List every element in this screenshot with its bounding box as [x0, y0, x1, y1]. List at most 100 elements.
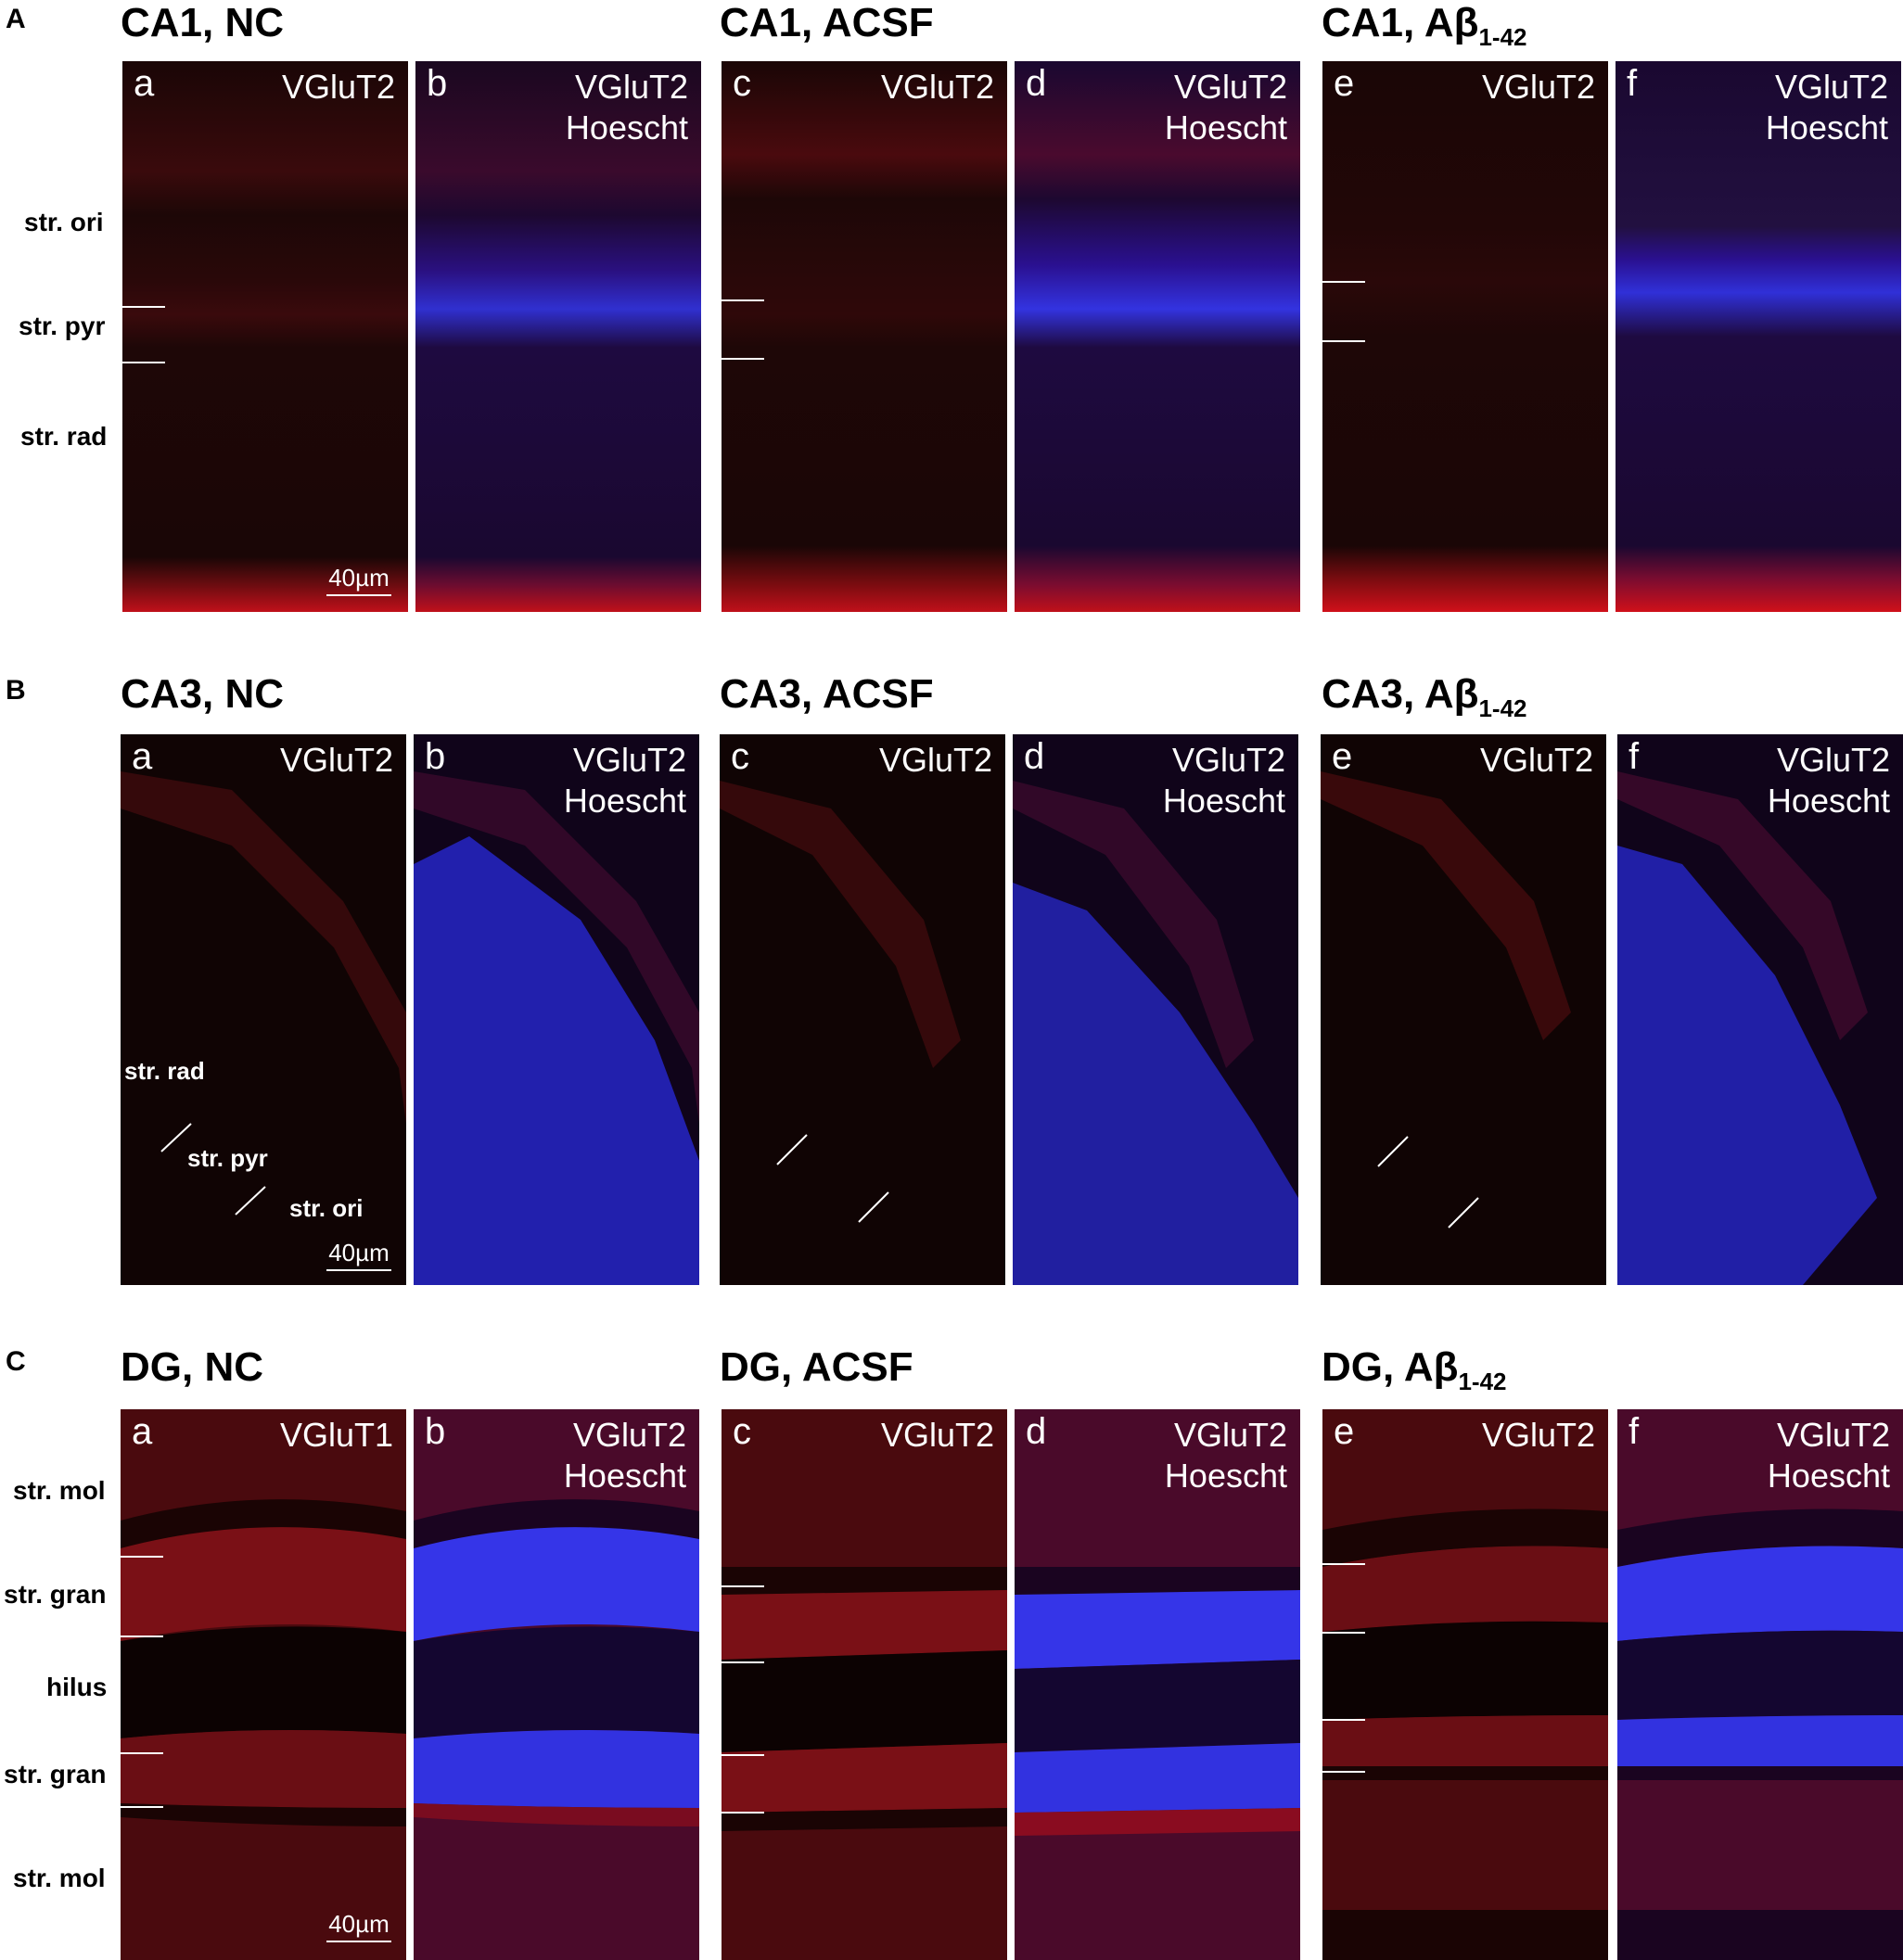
panel-channel: VGluT2 Hoescht — [1767, 1416, 1890, 1495]
zone-label-str-gran-bottom: str. gran — [4, 1760, 107, 1788]
micrograph-image — [1013, 734, 1298, 1285]
group-title-ca3-nc: CA3, NC — [121, 671, 285, 717]
boundary-ticks — [776, 1134, 889, 1223]
panel-letter: d — [1026, 63, 1047, 104]
scale-bar: 40µm — [326, 564, 391, 596]
boundary-tick — [1322, 1771, 1365, 1773]
panel-channel: VGluT2 — [878, 741, 992, 779]
section-letter-b: B — [6, 675, 26, 706]
group-title-ca1-abeta: CA1, Aβ1-42 — [1322, 0, 1527, 51]
panel-channel: VGluT2 — [279, 741, 393, 779]
boundary-tick — [722, 358, 764, 360]
zone-label-str-mol-bottom: str. mol — [13, 1864, 106, 1892]
zone-label-hilus: hilus — [46, 1673, 108, 1701]
section-letter-c: C — [6, 1346, 26, 1377]
panel-channel: VGluT1 — [279, 1416, 393, 1454]
boundary-tick — [1322, 281, 1365, 283]
panel-letter: d — [1026, 1411, 1047, 1452]
micrograph-image — [1617, 734, 1903, 1285]
boundary-tick — [121, 1752, 163, 1754]
micrograph-panel-b-e: e VGluT2 — [1321, 734, 1606, 1285]
boundary-tick — [121, 1635, 163, 1637]
boundary-tick — [1322, 340, 1365, 342]
micrograph-image — [1616, 61, 1901, 612]
micrograph-image — [121, 734, 406, 1285]
section-letter-a: A — [6, 4, 26, 34]
zone-label-str-rad: str. rad — [124, 1057, 205, 1085]
micrograph-image — [1321, 734, 1606, 1285]
micrograph-image — [1617, 1409, 1903, 1960]
micrograph-image — [414, 734, 699, 1285]
panel-letter: e — [1334, 63, 1355, 104]
micrograph-image — [121, 1409, 406, 1960]
micrograph-panel-c-c: c VGluT2 — [722, 1409, 1007, 1960]
micrograph-panel-a-b: b VGluT2 Hoescht — [415, 61, 701, 612]
panel-letter: c — [733, 63, 751, 104]
micrograph-panel-c-a: a VGluT1 40µm — [121, 1409, 406, 1960]
micrograph-panel-a-c: c VGluT2 — [722, 61, 1007, 612]
panel-letter: a — [134, 63, 155, 104]
group-title-dg-nc: DG, NC — [121, 1344, 263, 1390]
zone-label-str-ori: str. ori — [24, 208, 104, 236]
boundary-tick — [121, 1806, 163, 1808]
micrograph-panel-b-a: a VGluT2 str. rad str. pyr str. ori 40µm — [121, 734, 406, 1285]
micrograph-panel-c-e: e VGluT2 — [1322, 1409, 1608, 1960]
boundary-tick — [121, 1556, 163, 1558]
panel-letter: f — [1628, 1411, 1640, 1452]
panel-channel: VGluT2 Hoescht — [565, 68, 688, 146]
panel-channel: VGluT2 Hoescht — [1767, 741, 1890, 820]
zone-label-str-pyr: str. pyr — [187, 1144, 268, 1172]
boundary-tick — [1322, 1719, 1365, 1721]
panel-letter: a — [132, 1411, 153, 1452]
panel-channel: VGluT2 — [880, 68, 994, 106]
boundary-tick — [1322, 1563, 1365, 1565]
zone-label-str-rad: str. rad — [20, 422, 108, 451]
boundary-tick — [722, 1661, 764, 1663]
boundary-tick — [122, 306, 165, 308]
micrograph-image — [1015, 1409, 1300, 1960]
group-title-ca3-abeta: CA3, Aβ1-42 — [1322, 671, 1527, 722]
micrograph-image — [415, 61, 701, 612]
micrograph-image — [1322, 1409, 1608, 1960]
zone-label-str-mol-top: str. mol — [13, 1476, 106, 1505]
group-title-dg-acsf: DG, ACSF — [720, 1344, 913, 1390]
boundary-ticks — [1377, 1136, 1479, 1228]
panel-channel: VGluT2 Hoescht — [1162, 741, 1285, 820]
panel-channel: VGluT2 — [1479, 741, 1593, 779]
boundary-tick — [722, 1812, 764, 1814]
scale-bar: 40µm — [326, 1910, 391, 1942]
panel-letter: b — [427, 63, 448, 104]
panel-channel: VGluT2 Hoescht — [563, 1416, 686, 1495]
micrograph-panel-c-f: f VGluT2 Hoescht — [1617, 1409, 1903, 1960]
micrograph-image — [1322, 61, 1608, 612]
micrograph-panel-a-a: a VGluT2 40µm — [122, 61, 408, 612]
panel-channel: VGluT2 — [1481, 68, 1595, 106]
panel-letter: f — [1628, 736, 1640, 777]
micrograph-image — [722, 61, 1007, 612]
panel-channel: VGluT2 Hoescht — [1164, 68, 1287, 146]
panel-channel: VGluT2 Hoescht — [1164, 1416, 1287, 1495]
zone-label-str-pyr: str. pyr — [19, 312, 106, 340]
zone-label-str-ori: str. ori — [289, 1194, 364, 1222]
micrograph-image — [722, 1409, 1007, 1960]
micrograph-panel-a-d: d VGluT2 Hoescht — [1015, 61, 1300, 612]
micrograph-image — [414, 1409, 699, 1960]
zone-label-str-gran-top: str. gran — [4, 1580, 107, 1609]
boundary-tick — [722, 299, 764, 301]
panel-letter: a — [132, 736, 153, 777]
panel-channel: VGluT2 Hoescht — [1765, 68, 1888, 146]
group-title-ca1-nc: CA1, NC — [121, 0, 285, 45]
micrograph-panel-a-e: e VGluT2 — [1322, 61, 1608, 612]
micrograph-panel-b-b: b VGluT2 Hoescht — [414, 734, 699, 1285]
micrograph-panel-b-d: d VGluT2 Hoescht — [1013, 734, 1298, 1285]
panel-letter: e — [1332, 736, 1353, 777]
group-title-dg-abeta: DG, Aβ1-42 — [1322, 1344, 1507, 1395]
micrograph-image — [122, 61, 408, 612]
boundary-tick — [722, 1754, 764, 1756]
group-title-ca1-acsf: CA1, ACSF — [720, 0, 934, 45]
micrograph-panel-c-b: b VGluT2 Hoescht — [414, 1409, 699, 1960]
panel-channel: VGluT2 — [880, 1416, 994, 1454]
panel-letter: e — [1334, 1411, 1355, 1452]
micrograph-panel-b-f: f VGluT2 Hoescht — [1617, 734, 1903, 1285]
micrograph-image — [720, 734, 1005, 1285]
